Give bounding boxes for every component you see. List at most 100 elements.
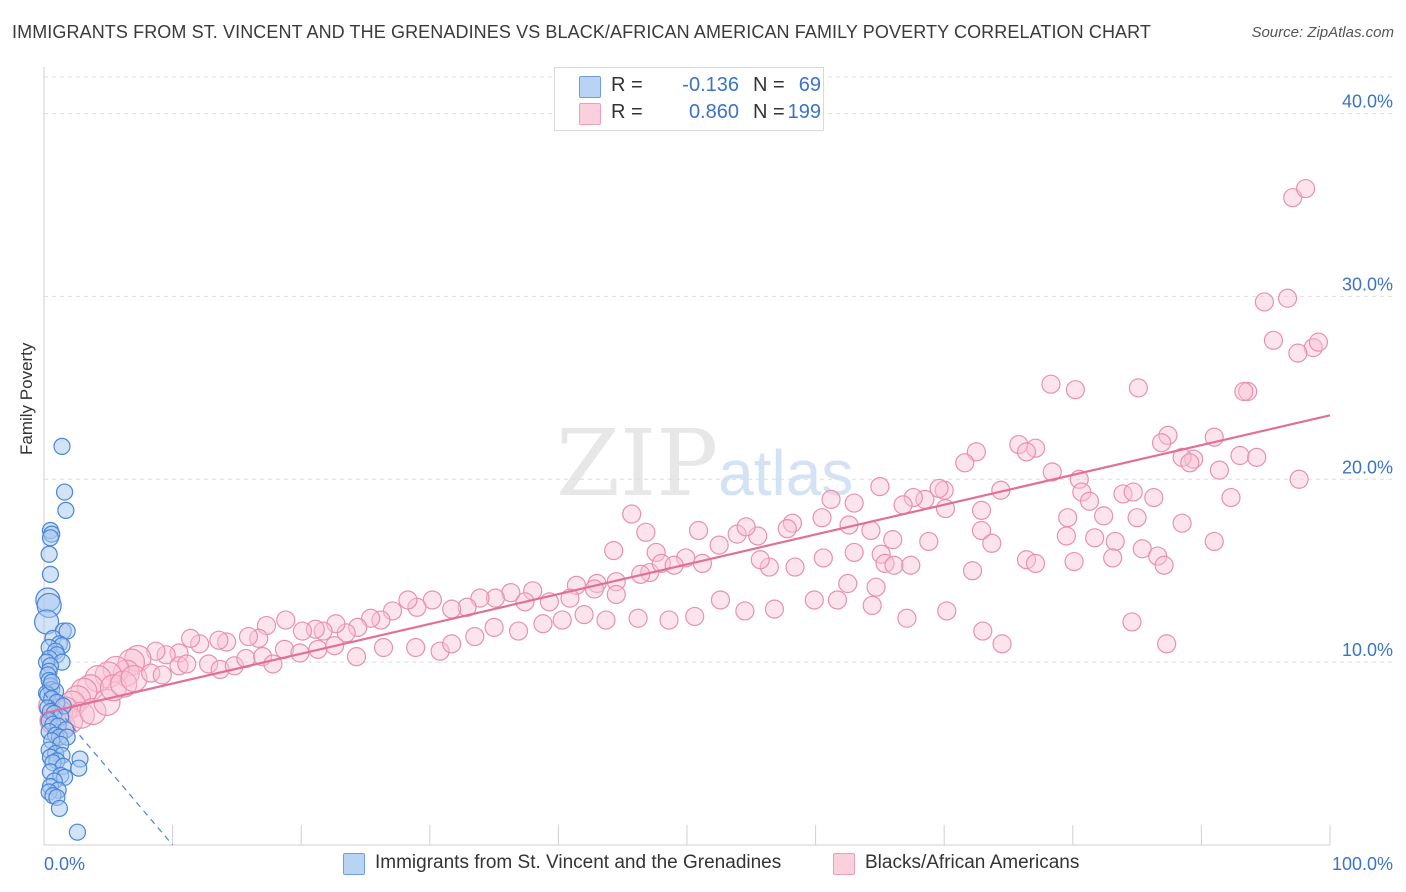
bottom-legend-swatch-pink (833, 853, 855, 875)
pink-point (263, 654, 283, 674)
pink-point (1064, 551, 1084, 572)
chart-title: IMMIGRANTS FROM ST. VINCENT AND THE GREN… (12, 22, 1152, 42)
pink-point (735, 601, 755, 621)
pink-point (1103, 548, 1123, 568)
source-credit: Source: ZipAtlas.com (1251, 24, 1394, 41)
correlation-legend: R = -0.136 N = 69 R = 0.860 N = 199 (554, 67, 824, 131)
pink-point (1209, 460, 1230, 480)
pink-point (604, 540, 624, 561)
legend-n-value: 69 (798, 74, 821, 96)
legend-r-value: 0.860 (688, 101, 739, 123)
pink-point (955, 453, 975, 473)
blue-point (53, 437, 71, 455)
pink-point (929, 478, 949, 499)
blue-point (57, 501, 75, 519)
pink-point (156, 645, 176, 665)
pink-point (533, 614, 553, 634)
pink-point (102, 655, 130, 684)
legend-n-label: N = (753, 101, 785, 123)
pink-point (812, 508, 832, 528)
pink-point (692, 553, 713, 574)
pink-point (209, 630, 229, 650)
y-axis-label: Family Poverty (17, 342, 36, 455)
pink-point (709, 535, 729, 555)
pink-point (1025, 553, 1046, 574)
pink-point (596, 610, 616, 630)
blue-point (50, 799, 69, 818)
pink-point (937, 601, 957, 621)
pink-point (844, 493, 864, 513)
pink-point (1056, 526, 1076, 546)
blue-point (40, 545, 58, 563)
pink-point (827, 590, 848, 610)
pink-point (973, 621, 993, 641)
pink-point (1263, 330, 1284, 350)
bottom-legend-swatch-blue (343, 853, 365, 875)
pink-point (676, 548, 696, 568)
pink-point (1041, 374, 1061, 394)
pink-point (782, 513, 803, 533)
pink-point (622, 504, 642, 524)
legend-swatch-pink (579, 103, 601, 125)
bottom-legend-label: Immigrants from St. Vincent and the Gren… (375, 852, 782, 873)
y-tick-label: 10.0% (1342, 640, 1393, 660)
pink-point (1144, 487, 1164, 508)
blue-point (68, 823, 87, 841)
zipatlas-watermark: ZIPatlas (556, 410, 853, 517)
pink-point (584, 579, 605, 599)
blue-point (41, 529, 60, 547)
blue-point (55, 483, 74, 501)
pink-point (685, 606, 705, 627)
pink-point (901, 555, 921, 575)
y-tick-label: 30.0% (1342, 274, 1393, 294)
pink-point (1221, 487, 1241, 508)
pink-point (866, 577, 886, 597)
pink-point (276, 610, 296, 630)
pink-point (736, 517, 756, 537)
legend-r-value: -0.136 (682, 74, 739, 96)
pink-point (574, 604, 594, 625)
pink-point (992, 634, 1012, 654)
pink-point (1009, 434, 1029, 455)
pink-point (1151, 433, 1172, 453)
pink-point (1204, 531, 1224, 552)
y-tick-label: 20.0% (1342, 457, 1393, 477)
pink-point (1127, 508, 1147, 528)
pink-point (1058, 508, 1078, 528)
pink-point (659, 610, 679, 630)
pink-point (1123, 482, 1143, 502)
x-tick-label: 100.0% (1332, 854, 1393, 874)
legend-r-label: R = (611, 101, 643, 123)
pink-point (777, 519, 797, 539)
pink-point (804, 590, 824, 610)
pink-point (1247, 447, 1267, 467)
legend-r-label: R = (611, 74, 643, 96)
legend-n-value: 199 (787, 101, 821, 123)
pink-point (430, 641, 450, 661)
pink-point (1094, 506, 1114, 526)
pink-point (1154, 555, 1174, 575)
pink-point (688, 520, 709, 541)
pink-point (1277, 288, 1298, 308)
pink-point (606, 584, 626, 605)
pink-point (152, 665, 172, 685)
pink-point (1288, 343, 1308, 363)
pink-point (406, 637, 426, 658)
pink-point (883, 530, 903, 550)
pink-point (636, 522, 656, 542)
legend-swatch-blue (579, 76, 601, 98)
pink-point (422, 590, 442, 610)
pink-point (1132, 539, 1152, 559)
pink-point (1105, 531, 1125, 552)
pink-point (646, 542, 666, 563)
pink-point (750, 550, 770, 570)
pink-point (442, 599, 462, 619)
pink-point (181, 628, 201, 648)
pink-point (971, 500, 992, 520)
pink-point (893, 495, 913, 515)
watermark-zip: ZIP (556, 410, 719, 517)
pink-point (190, 634, 210, 654)
pink-point (838, 573, 858, 594)
pink-point (1042, 462, 1062, 482)
